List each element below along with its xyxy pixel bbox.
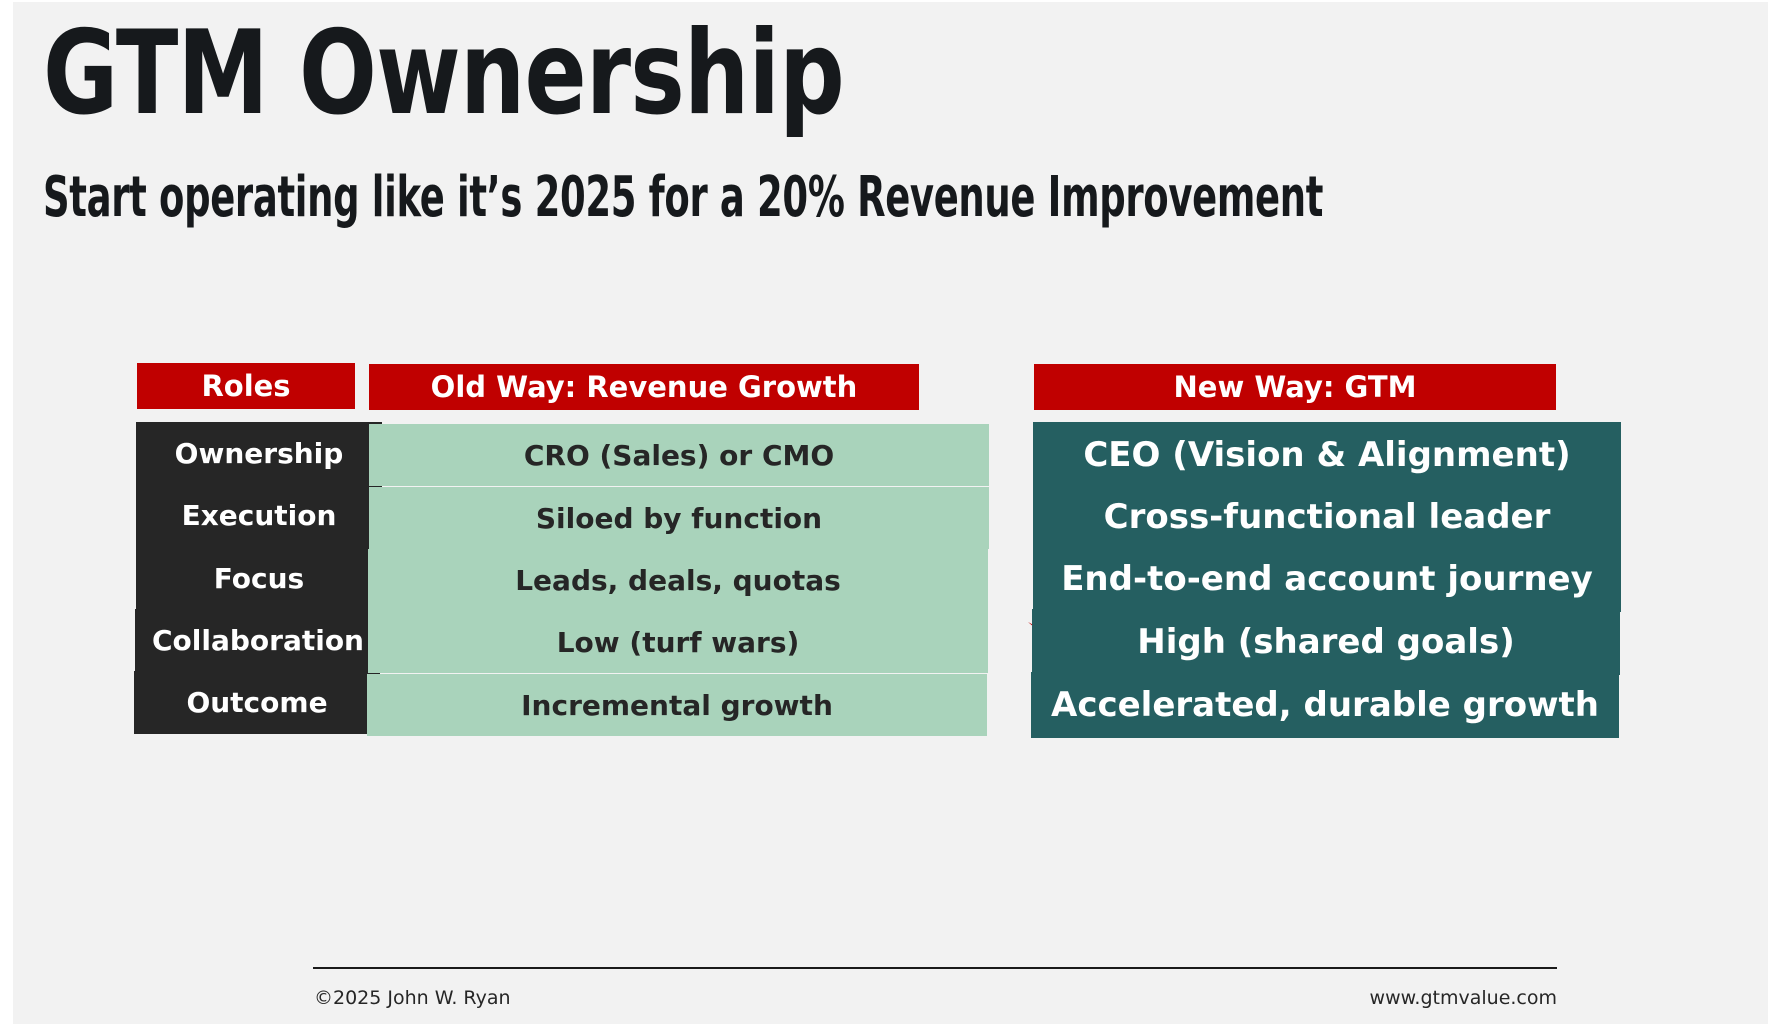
slide-subtitle: Start operating like it’s 2025 for a 20%… [43,165,1324,230]
slide: GTM Ownership Start operating like it’s … [13,2,1768,1024]
new-way-cell-focus: End-to-end account journey [1033,546,1621,612]
new-way-cell-outcome: Accelerated, durable growth [1031,672,1619,738]
footer-divider [313,967,1557,969]
new-way-cell-execution: Cross-functional leader [1033,484,1621,550]
role-cell-focus: Focus [136,547,382,610]
old-way-cell-focus: Leads, deals, quotas [368,549,988,611]
old-way-cell-outcome: Incremental growth [367,674,987,736]
slide-title: GTM Ownership [43,6,845,141]
new-way-cell-ownership: CEO (Vision & Alignment) [1033,422,1621,488]
old-way-cell-collaboration: Low (turf wars) [368,611,988,673]
footer-website-link[interactable]: www.gtmvalue.com [1369,987,1557,1009]
role-cell-collaboration: Collaboration [135,609,381,672]
new-way-cell-collaboration: High (shared goals) [1032,609,1620,675]
old-way-cell-ownership: CRO (Sales) or CMO [369,424,989,486]
roles-header: Roles [137,363,355,409]
role-cell-ownership: Ownership [136,422,382,485]
role-cell-execution: Execution [136,484,382,547]
role-cell-outcome: Outcome [134,671,380,734]
old-way-cell-execution: Siloed by function [369,487,989,549]
footer-copyright: ©2025 John W. Ryan [314,987,511,1009]
old-way-header: Old Way: Revenue Growth [369,364,919,410]
new-way-header: New Way: GTM [1034,364,1556,410]
